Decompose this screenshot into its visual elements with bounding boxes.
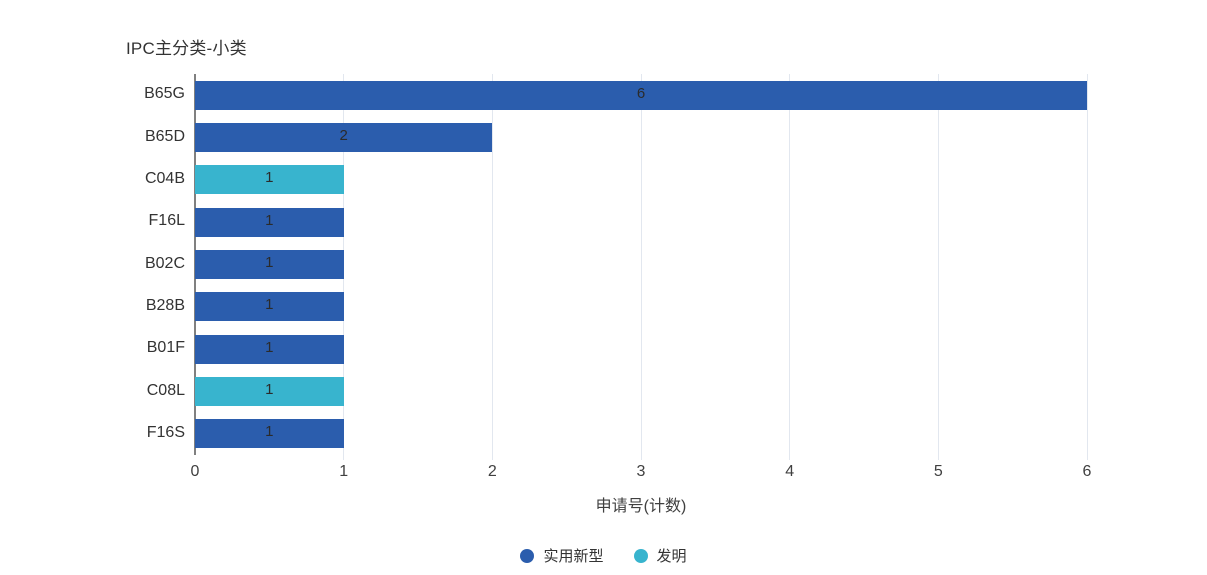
category-label-B02C: B02C: [144, 254, 185, 272]
x-tick-label-1: 1: [339, 463, 349, 480]
data-label-C08L: 1: [265, 381, 274, 398]
bar-B28B[interactable]: [195, 292, 344, 322]
x-tick-label-6: 6: [1082, 463, 1092, 480]
bar-C08L[interactable]: [195, 377, 344, 406]
data-label-B02C: 1: [265, 254, 274, 271]
bar-row-B65D: 2: [195, 123, 1087, 152]
bar-F16L[interactable]: [195, 207, 344, 237]
category-label-B65G: B65G: [144, 85, 185, 103]
gridline-x-2: [491, 74, 493, 460]
bar-row-C08L: 1: [195, 377, 1087, 406]
bar-row-B28B: 1: [195, 292, 1087, 322]
data-label-F16L: 1: [265, 211, 274, 229]
category-label-B28B: B28B: [145, 296, 185, 314]
bar-row-C04B: 1: [195, 165, 1087, 195]
bar-B65D[interactable]: [195, 123, 493, 152]
bar-row-F16L: 1: [195, 207, 1087, 237]
bar-row-F16S: 1: [195, 419, 1087, 449]
bar-row-B01F: 1: [195, 334, 1087, 364]
bar-B02C[interactable]: [195, 250, 344, 279]
bar-B01F[interactable]: [195, 334, 344, 364]
legend-label: 实用新型: [543, 548, 604, 565]
data-label-B65D: 2: [339, 127, 348, 144]
chart-title: IPC主分类-小类: [126, 39, 247, 58]
x-tick-label-4: 4: [785, 463, 795, 480]
gridline-x-5: [937, 74, 939, 460]
bar-F16S[interactable]: [195, 419, 344, 449]
bar-row-B02C: 1: [195, 250, 1087, 279]
plot-area: 6 2 1 1 1 1 1 1 1: [194, 74, 1088, 460]
category-label-C08L: C08L: [146, 381, 185, 399]
category-label-B65D: B65D: [144, 127, 185, 145]
legend-label: 发明: [656, 548, 687, 565]
x-axis-title: 申请号(计数): [595, 498, 687, 515]
x-tick-label-3: 3: [636, 463, 646, 480]
x-tick-label-2: 2: [487, 463, 497, 480]
data-label-B01F: 1: [265, 338, 274, 356]
legend-item-1[interactable]: 实用新型: [520, 545, 604, 566]
x-tick-label-5: 5: [933, 463, 943, 480]
data-label-C04B: 1: [265, 169, 274, 187]
gridline-x-4: [789, 74, 791, 460]
category-label-F16S: F16S: [146, 423, 185, 441]
x-tick-label-0: 0: [190, 463, 200, 480]
data-label-B65G: 6: [636, 84, 646, 102]
bar-row-B65G: 6: [195, 80, 1087, 110]
data-label-B28B: 1: [265, 296, 274, 314]
legend-swatch-icon: [520, 548, 535, 563]
legend-item-2[interactable]: 发明: [633, 545, 687, 566]
gridline-x-3: [640, 74, 642, 460]
category-label-C04B: C04B: [144, 169, 185, 187]
legend: 实用新型 发明: [0, 545, 1207, 566]
category-label-B01F: B01F: [146, 339, 185, 357]
bar-C04B[interactable]: [195, 165, 344, 195]
gridline-x-1: [343, 74, 345, 460]
gridline-x-6: [1086, 74, 1088, 460]
bar-B65G[interactable]: [195, 80, 1087, 110]
category-label-F16L: F16L: [148, 212, 185, 230]
legend-swatch-icon: [633, 548, 648, 563]
data-label-F16S: 1: [265, 423, 274, 441]
